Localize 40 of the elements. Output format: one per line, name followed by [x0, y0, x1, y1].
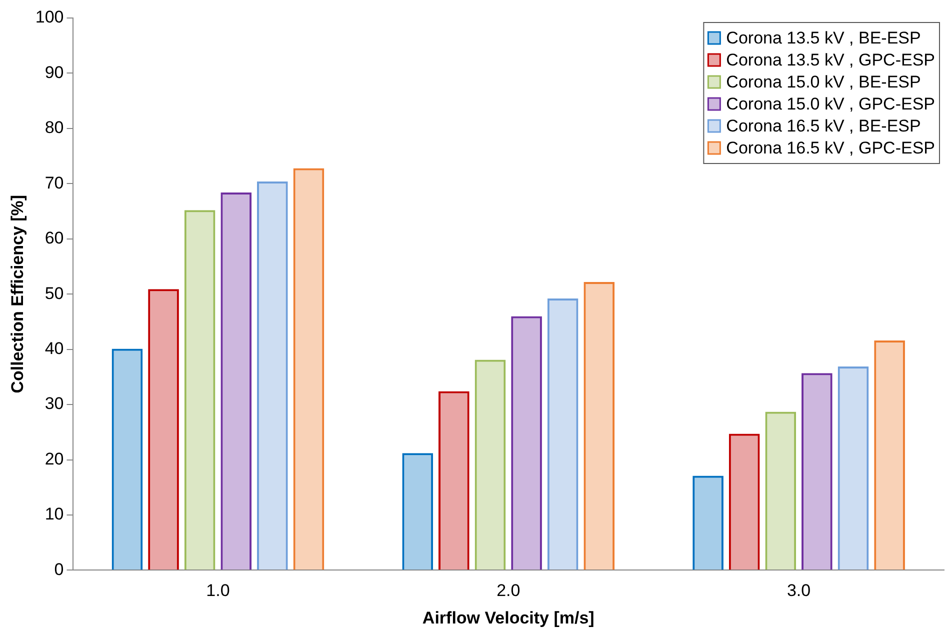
y-tick-label: 80 [44, 118, 64, 138]
y-tick-label: 0 [54, 560, 64, 579]
y-tick-label: 40 [44, 339, 64, 358]
y-tick-label: 100 [35, 8, 64, 27]
legend-label: Corona 15.0 kV , BE-ESP [726, 72, 921, 92]
legend-label: Corona 15.0 kV , GPC-ESP [726, 94, 936, 114]
bar [692, 476, 724, 570]
bar [728, 434, 760, 570]
x-tick-label: 1.0 [206, 581, 230, 600]
legend-label: Corona 13.5 kV , BE-ESP [726, 28, 921, 48]
x-tick-label: 2.0 [496, 581, 520, 600]
bar [802, 373, 832, 570]
x-tick-label: 3.0 [786, 581, 811, 600]
y-tick-label: 50 [44, 284, 64, 303]
y-tick-label: 70 [44, 173, 64, 192]
y-tick-label: 20 [44, 449, 64, 468]
bar [874, 340, 905, 570]
bar [112, 348, 143, 570]
legend-label: Corona 13.5 kV , GPC-ESP [726, 50, 936, 70]
bar [584, 282, 615, 570]
legend-label: Corona 16.5 kV , GPC-ESP [726, 138, 936, 158]
y-tick-label: 10 [44, 504, 64, 524]
bar [402, 453, 434, 570]
bar [148, 289, 179, 570]
bar [765, 412, 796, 570]
bar [293, 168, 324, 570]
bar [838, 366, 869, 570]
bar [438, 391, 470, 570]
bar [256, 181, 288, 570]
bar [184, 210, 216, 570]
bar [220, 192, 252, 570]
bar [511, 316, 542, 570]
y-tick-label: 60 [44, 228, 64, 248]
bar [547, 298, 578, 570]
y-tick-label: 90 [44, 62, 64, 82]
x-axis-title: Airflow Velocity [m/s] [422, 608, 594, 628]
bar [474, 360, 506, 570]
legend-label: Corona 16.5 kV , BE-ESP [726, 116, 921, 136]
y-axis-title: Collection Efficiency [%] [8, 194, 27, 394]
y-tick-label: 30 [44, 394, 64, 414]
